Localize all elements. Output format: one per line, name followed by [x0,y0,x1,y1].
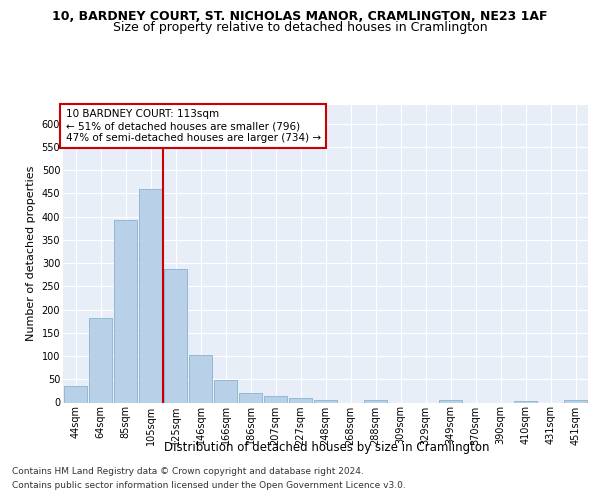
Bar [64,386,88,402]
Y-axis label: Number of detached properties: Number of detached properties [26,166,36,342]
Bar [214,380,238,402]
Text: 10 BARDNEY COURT: 113sqm
← 51% of detached houses are smaller (796)
47% of semi-: 10 BARDNEY COURT: 113sqm ← 51% of detach… [65,110,321,142]
Bar [289,398,313,402]
Bar [188,354,212,403]
Bar [164,269,187,402]
Bar [113,220,137,402]
Text: Contains public sector information licensed under the Open Government Licence v3: Contains public sector information licen… [12,481,406,490]
Bar [139,188,163,402]
Bar [314,400,337,402]
Bar [364,400,388,402]
Text: 10, BARDNEY COURT, ST. NICHOLAS MANOR, CRAMLINGTON, NE23 1AF: 10, BARDNEY COURT, ST. NICHOLAS MANOR, C… [52,10,548,23]
Text: Distribution of detached houses by size in Cramlington: Distribution of detached houses by size … [164,441,490,454]
Text: Size of property relative to detached houses in Cramlington: Size of property relative to detached ho… [113,22,487,35]
Bar [439,400,463,402]
Bar [514,400,538,402]
Bar [239,392,262,402]
Bar [263,396,287,402]
Text: Contains HM Land Registry data © Crown copyright and database right 2024.: Contains HM Land Registry data © Crown c… [12,467,364,476]
Bar [563,400,587,402]
Bar [89,318,112,402]
